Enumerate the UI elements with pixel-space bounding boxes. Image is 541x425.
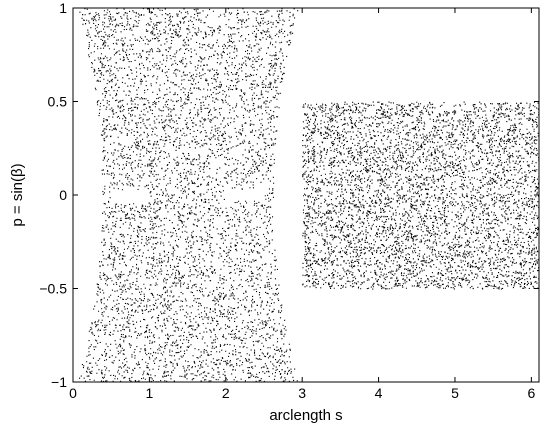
x-tick-label: 0 bbox=[69, 385, 77, 401]
x-tick-label: 1 bbox=[145, 385, 153, 401]
y-tick-label: −0.5 bbox=[39, 281, 67, 297]
x-tick-label: 6 bbox=[527, 385, 535, 401]
scatter-points-layer bbox=[79, 8, 539, 382]
scatter-series-rectangular-region bbox=[302, 101, 539, 290]
y-tick-label: −1 bbox=[51, 374, 67, 390]
y-tick-label: 0.5 bbox=[48, 94, 68, 110]
y-tick-label: 0 bbox=[59, 187, 67, 203]
x-tick-label: 4 bbox=[375, 385, 383, 401]
x-tick-label: 3 bbox=[298, 385, 306, 401]
x-tick-label: 5 bbox=[451, 385, 459, 401]
scatter-series-curved-region bbox=[79, 8, 299, 382]
y-axis-label: p = sin(β) bbox=[9, 163, 26, 226]
axis-ticks-layer: 0 1 2 3 4 5 6 −1 −0.5 0 0.5 1 bbox=[39, 0, 539, 401]
y-tick-label: 1 bbox=[59, 0, 67, 16]
x-axis-label: arclength s bbox=[269, 407, 342, 424]
x-tick-label: 2 bbox=[222, 385, 230, 401]
